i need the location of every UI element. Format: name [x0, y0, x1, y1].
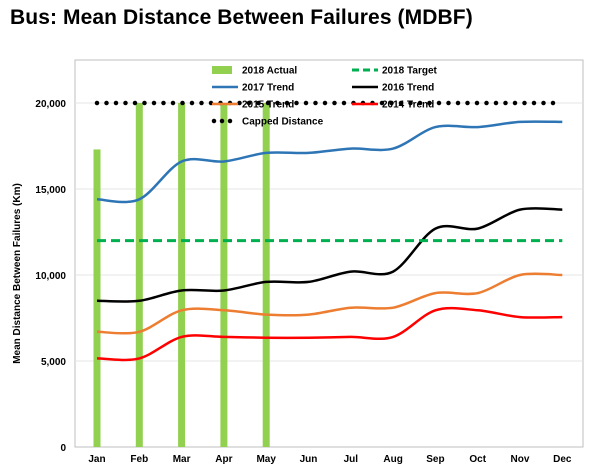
legend-label-capped-distance: Capped Distance	[242, 117, 324, 128]
x-tick-label-aug: Aug	[383, 454, 402, 465]
grid-layer	[75, 102, 583, 362]
series-line-2015-trend	[96, 272, 563, 335]
bars-layer	[93, 103, 270, 447]
legend-label-2017-trend: 2017 Trend	[242, 83, 294, 94]
series-line-2014-trend	[96, 306, 563, 362]
legend-layer: 2018 Actual 2018 Target 2017 Trend 2016 Tre…	[211, 66, 438, 128]
y-tick-label: 10,000	[35, 271, 66, 282]
legend-label-2016-trend: 2016 Trend	[382, 83, 434, 94]
bar-2018-actual-mar	[178, 103, 186, 447]
x-tick-label-sep: Sep	[426, 454, 444, 465]
x-tick-label-mar: Mar	[173, 454, 191, 465]
y-tick-label: 15,000	[35, 185, 66, 196]
bar-2018-actual-apr	[220, 103, 228, 447]
lines-layer	[94, 100, 565, 362]
legend-item-2018-actual: 2018 Actual	[212, 66, 297, 77]
legend-label-2018-actual: 2018 Actual	[242, 66, 297, 77]
bar-2018-actual-may	[262, 103, 270, 447]
chart-title: Bus: Mean Distance Between Failures (MDB…	[10, 6, 473, 29]
y-axis-label: Mean Distance Between Failures (Km)	[12, 183, 23, 364]
legend-item-2018-target: 2018 Target	[352, 66, 438, 77]
legend-swatch-2018-actual	[212, 66, 232, 74]
x-tick-label-may: May	[256, 454, 276, 465]
y-tick-label: 5,000	[41, 357, 66, 368]
y-tick-label: 0	[60, 443, 66, 454]
legend-label-2015-trend: 2015 Trend	[242, 100, 294, 111]
series-line-2017-trend	[96, 120, 563, 204]
legend-item-2016-trend: 2016 Trend	[352, 83, 434, 94]
plot-area-frame	[74, 59, 584, 448]
x-tick-label-nov: Nov	[511, 454, 530, 465]
legend-label-2014-trend: 2014 Trend	[382, 100, 434, 111]
legend-item-2015-trend: 2015 Trend	[212, 100, 294, 111]
x-tick-label-oct: Oct	[469, 454, 486, 465]
x-tick-label-jun: Jun	[300, 454, 318, 465]
legend-item-2014-trend: 2014 Trend	[352, 100, 434, 111]
x-tick-label-dec: Dec	[553, 454, 572, 465]
x-tick-label-apr: Apr	[215, 454, 232, 465]
x-tick-label-feb: Feb	[130, 454, 148, 465]
x-tick-label-jul: Jul	[344, 454, 359, 465]
bar-2018-actual-feb	[135, 103, 143, 447]
series-line-2016-trend	[96, 207, 563, 303]
bar-2018-actual-jan	[93, 149, 101, 447]
legend-item-2017-trend: 2017 Trend	[212, 83, 294, 94]
legend-item-capped-distance: Capped Distance	[211, 117, 324, 128]
legend-label-2018-target: 2018 Target	[382, 66, 438, 77]
y-tick-label: 20,000	[35, 99, 66, 110]
x-tick-label-jan: Jan	[88, 454, 105, 465]
axis-layer: 0 5,000 10,000 15,000 20,000 Mean Distance Be…	[12, 99, 572, 465]
